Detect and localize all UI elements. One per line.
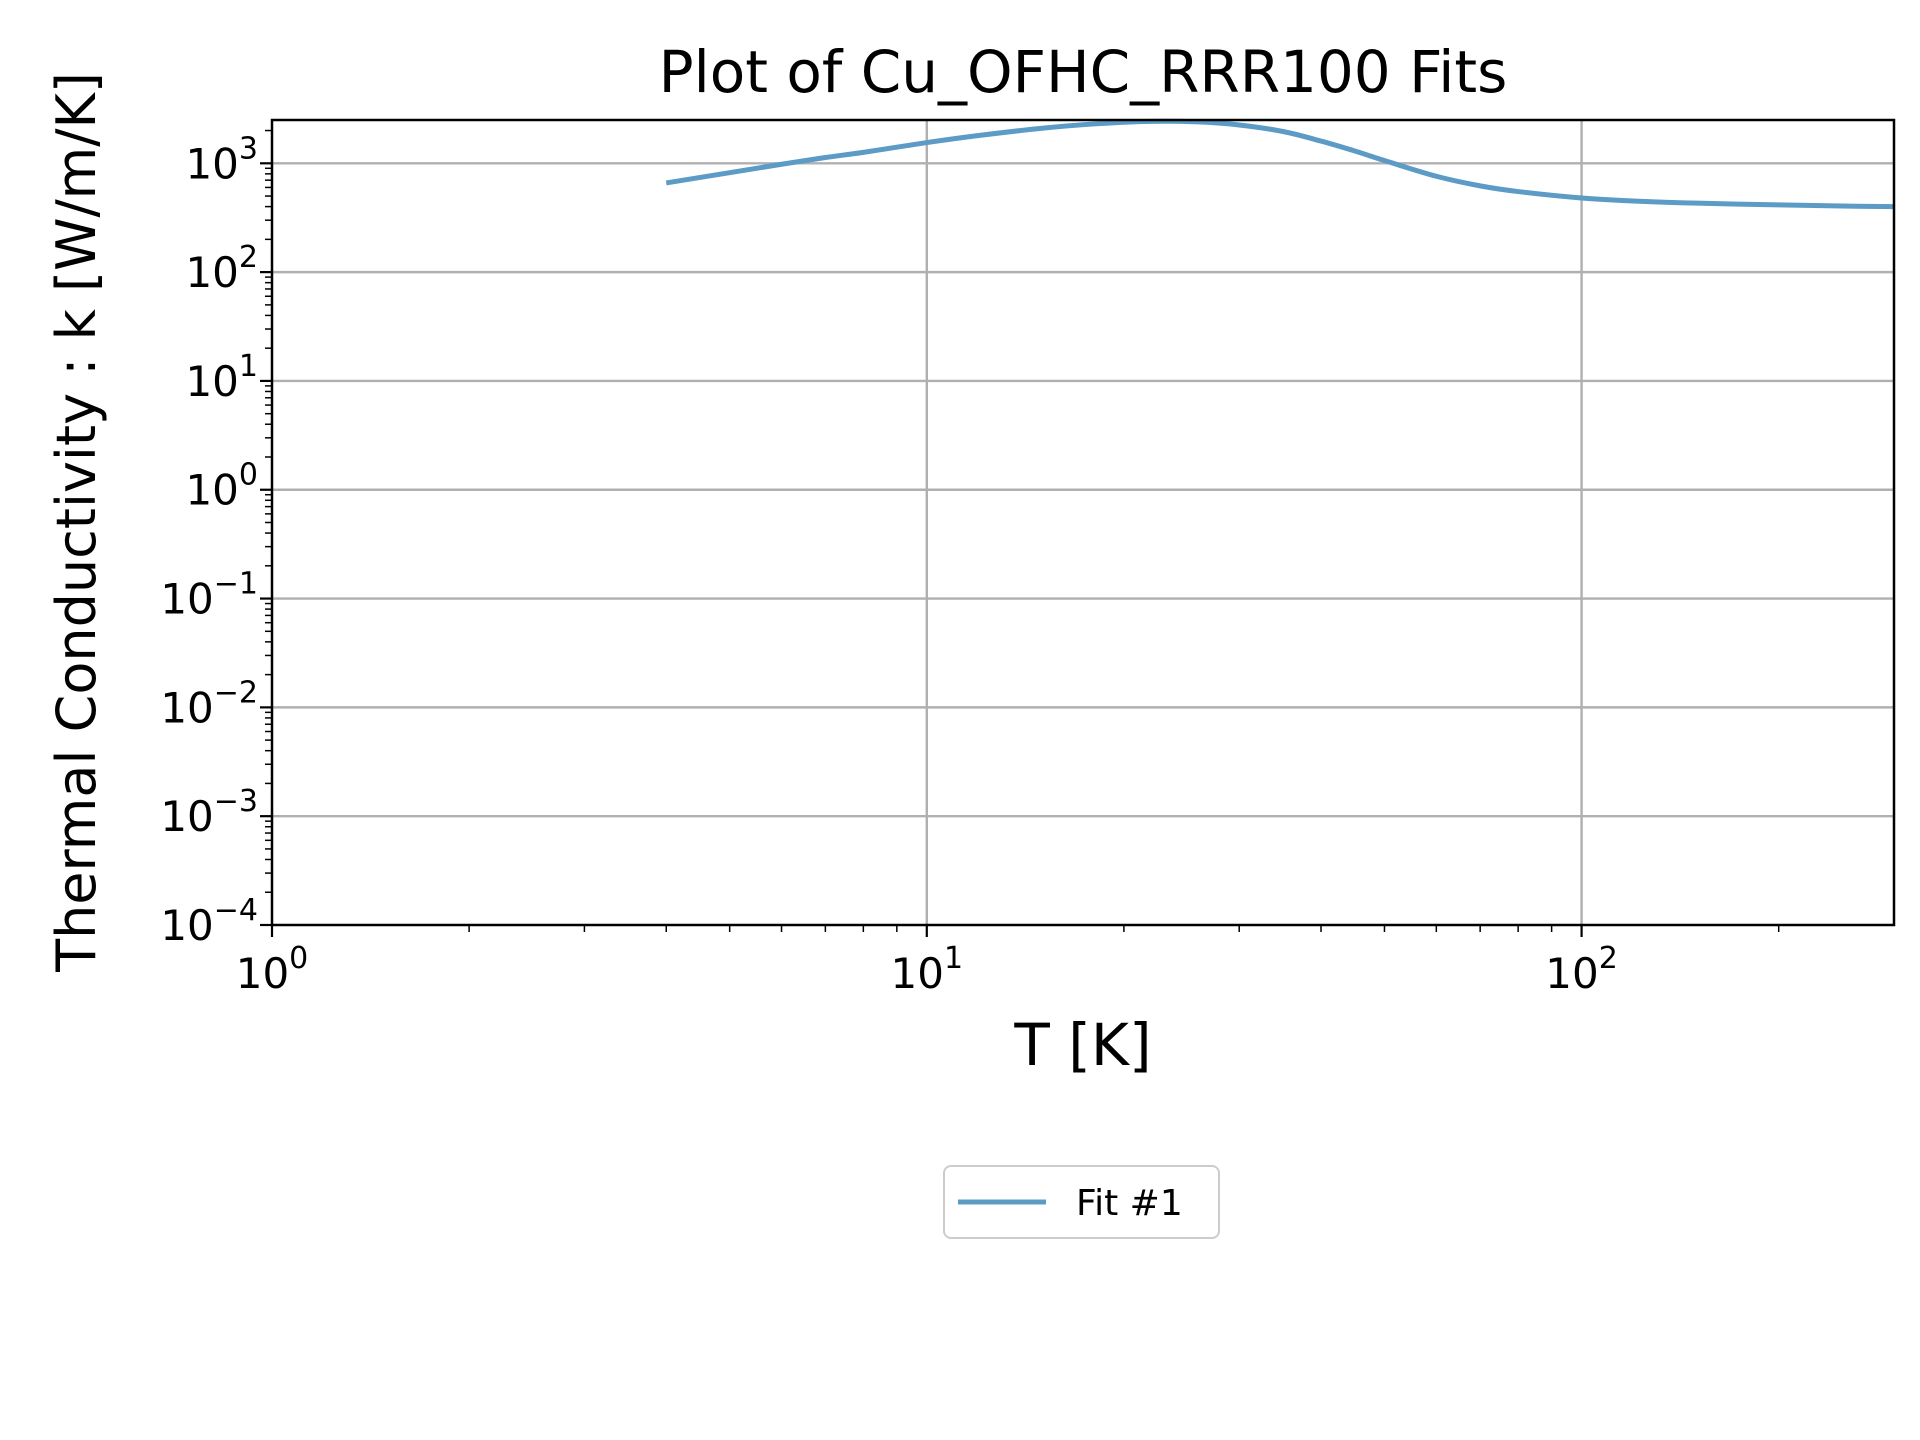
legend-label-fit-1: Fit #1 — [1076, 1183, 1183, 1224]
x-tick-labels: 100 101 102 — [236, 941, 1618, 998]
x-tick-label-base: 10 — [1545, 949, 1598, 998]
y-tick-label-exponent: 1 — [239, 349, 258, 384]
y-tick-label-exponent: −3 — [214, 784, 258, 819]
y-tick-label-exponent: 3 — [239, 131, 258, 166]
y-tick-label-base: 10 — [160, 683, 213, 732]
x-tick-label: 102 — [1545, 941, 1618, 998]
y-tick-label: 10−1 — [160, 567, 258, 624]
y-tick-label: 102 — [185, 240, 258, 297]
y-tick-label-base: 10 — [160, 901, 213, 950]
y-tick-label-base: 10 — [160, 792, 213, 841]
legend: Fit #1 — [943, 1165, 1220, 1239]
y-tick-label: 10−4 — [160, 893, 258, 950]
series-line-fit-1 — [665, 118, 1895, 210]
x-tick-label-base: 10 — [891, 949, 944, 998]
series-layer — [665, 118, 1895, 210]
x-tick-label-exponent: 0 — [289, 941, 308, 976]
y-axis-label: Thermal Conductivity : k [W/m/K] — [45, 72, 108, 973]
chart-title: Plot of Cu_OFHC_RRR100 Fits — [659, 38, 1508, 106]
x-tick-label: 100 — [236, 941, 309, 998]
x-tick-label-exponent: 2 — [1599, 941, 1618, 976]
y-tick-label: 100 — [185, 458, 258, 515]
y-tick-label: 101 — [185, 349, 258, 406]
y-tick-label-exponent: −2 — [214, 675, 258, 710]
x-axis-label: T [K] — [1013, 1011, 1151, 1079]
plot-frame — [270, 118, 1896, 927]
y-tick-label-base: 10 — [185, 357, 238, 406]
x-tick-label-base: 10 — [236, 949, 289, 998]
y-tick-label: 103 — [185, 131, 258, 188]
y-tick-label-exponent: 2 — [239, 240, 258, 275]
y-tick-label-base: 10 — [160, 575, 213, 624]
y-tick-label-base: 10 — [185, 139, 238, 188]
grid — [272, 120, 1894, 925]
y-tick-label-base: 10 — [185, 466, 238, 515]
y-tick-label: 10−2 — [160, 675, 258, 732]
y-tick-label-base: 10 — [185, 248, 238, 297]
y-tick-label-exponent: 0 — [239, 458, 258, 493]
y-tick-label-exponent: −4 — [214, 893, 258, 928]
legend-box — [943, 1165, 1220, 1239]
x-tick-label: 101 — [891, 941, 964, 998]
ticks — [260, 129, 1780, 937]
y-tick-label-exponent: −1 — [214, 567, 258, 602]
x-tick-label-exponent: 1 — [944, 941, 963, 976]
y-tick-label: 10−3 — [160, 784, 258, 841]
